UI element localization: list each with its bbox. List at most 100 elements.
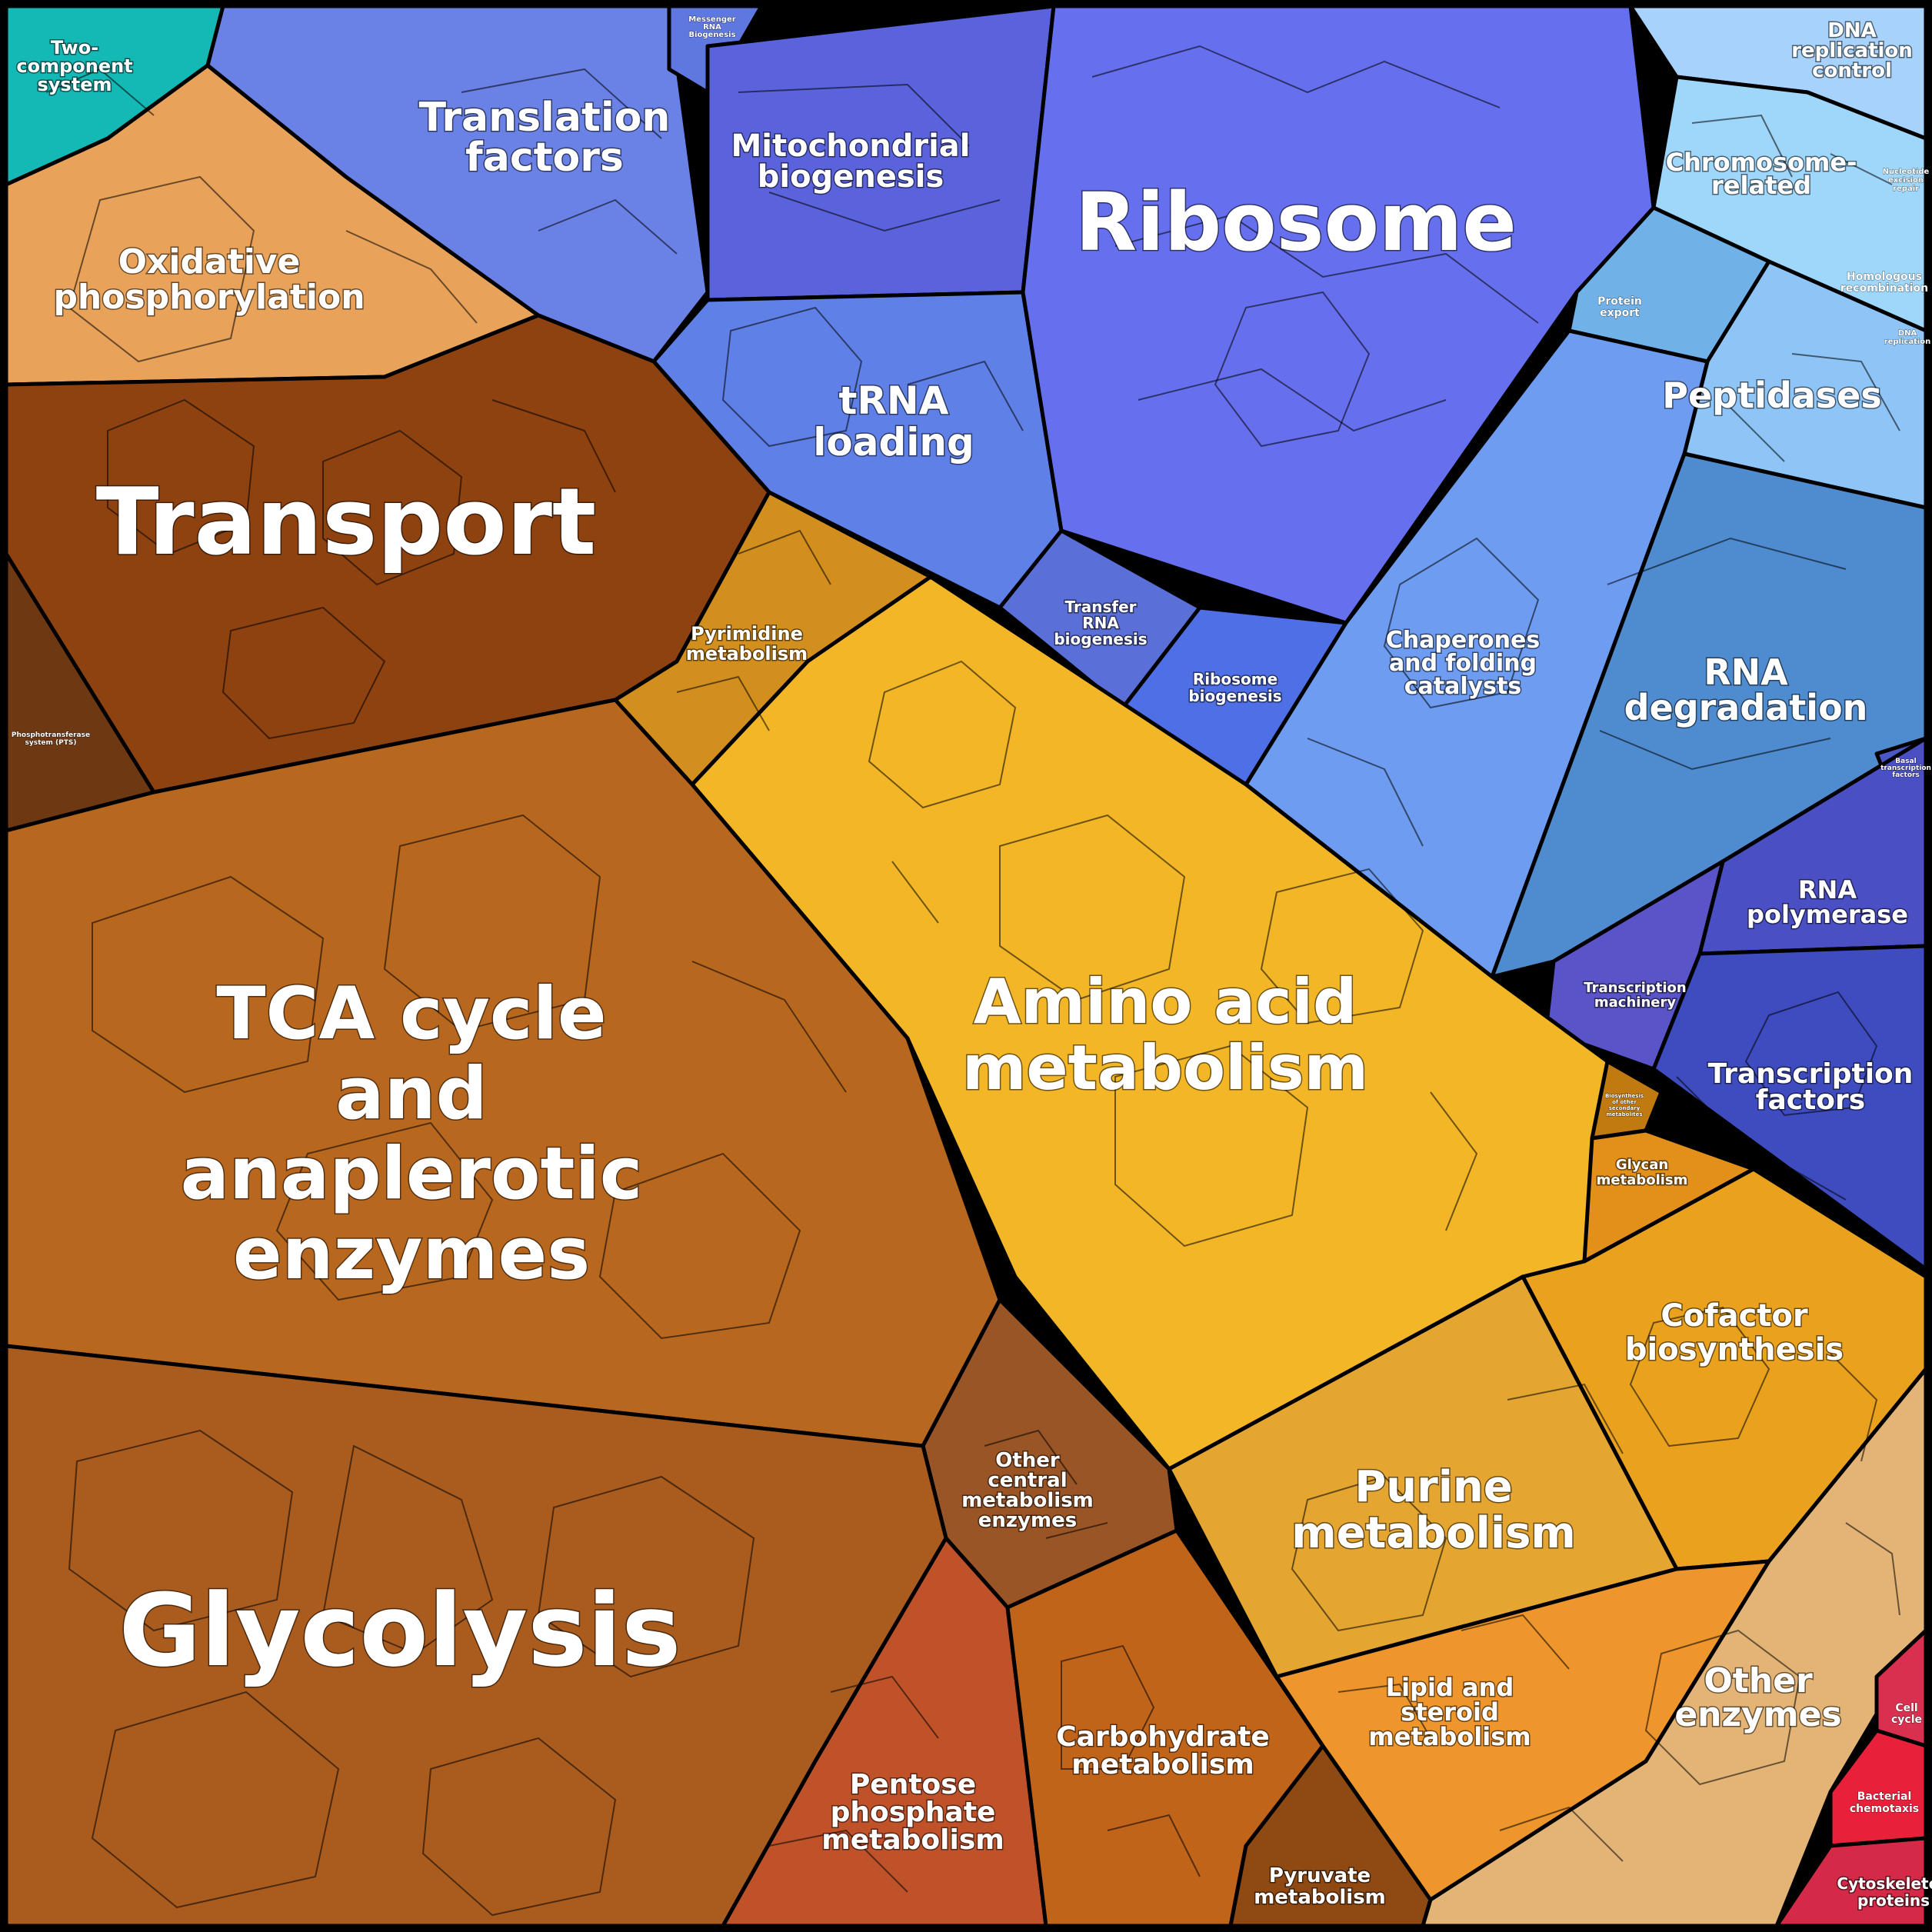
label-mitochondrial-biogenesis: Mitochondrial biogenesis [731, 128, 970, 195]
label-pentose-phosphate-metabolism: Pentose phosphate metabolism [821, 1769, 1004, 1856]
cell-ribosome[interactable] [1021, 4, 1656, 625]
label-line: RNA [1704, 651, 1788, 693]
label-line: Chaperones [1386, 627, 1540, 654]
label-line: Cofactor [1661, 1298, 1808, 1334]
label-line: RNA [1798, 875, 1857, 904]
label-line: Transfer [1064, 598, 1136, 616]
label-line: proteins [1857, 1891, 1930, 1910]
label-trna-loading: tRNA loading [813, 378, 974, 465]
label-ribosome: Ribosome [1075, 175, 1517, 269]
cell-cytoskeleton-proteins[interactable] [1774, 1836, 1928, 1928]
label-line: and [335, 1052, 488, 1136]
label-line: Two- [51, 37, 98, 58]
label-lipid-and-steroid-metabolism: Lipid and steroid metabolism [1368, 1673, 1531, 1751]
label-line: enzymes [1674, 1695, 1841, 1734]
label-line: metabolites [1607, 1111, 1643, 1118]
label-ribosome-biogenesis: Ribosome biogenesis [1188, 670, 1281, 705]
label-line: component [16, 55, 132, 77]
label-line: anaplerotic [181, 1132, 643, 1216]
label-line: metabolism [961, 1489, 1094, 1512]
label-oxidative-phosphorylation: Oxidative phosphorylation [53, 242, 365, 317]
label-line: Biosynthesis [1605, 1093, 1644, 1099]
label-cell-cycle: Cell cycle [1891, 1702, 1922, 1726]
label-line: Transcription [1708, 1058, 1914, 1090]
label-biosynthesis-of-secondary-metabolites: Biosynthesis of other secondary metabolites [1605, 1093, 1644, 1118]
label-line: TCA cycle [216, 972, 606, 1056]
label-line: polymerase [1747, 900, 1908, 929]
label-line: recombination [1840, 282, 1928, 295]
label-line: control [1812, 59, 1892, 82]
label-line: RNA [1082, 614, 1119, 632]
cell-pentose-phosphate-metabolism[interactable] [721, 1536, 1048, 1928]
label-line: Translation [419, 95, 671, 141]
label-line: system [38, 74, 112, 95]
label-basal-transcription-factors: Basal transcription factors [1880, 758, 1931, 779]
label-dna-replication: DNA replication [1884, 329, 1931, 346]
label-line: Glycolysis [119, 1572, 681, 1689]
label-line: tRNA [839, 378, 949, 423]
label-peptidases: Peptidases [1662, 375, 1882, 416]
label-line: Ribosome [1075, 175, 1517, 269]
label-line: Nucleotide [1883, 168, 1930, 176]
label-line: metabolism [821, 1824, 1004, 1856]
label-line: phosphate [831, 1797, 996, 1828]
label-line: DNA [1827, 19, 1876, 42]
label-line: replication [1791, 39, 1913, 62]
label-tca-cycle-and-anaplerotic-enzymes: TCA cycle and anaplerotic enzymes [181, 972, 643, 1296]
label-line: transcription [1880, 764, 1931, 772]
label-chaperones-and-folding-catalysts: Chaperones and folding catalysts [1386, 627, 1540, 700]
label-line: catalysts [1404, 673, 1522, 700]
label-purine-metabolism: Purine metabolism [1291, 1462, 1576, 1558]
label-line: Other [995, 1449, 1060, 1472]
label-pyrimidine-metabolism: Pyrimidine metabolism [686, 623, 808, 665]
label-transfer-rna-biogenesis: Transfer RNA biogenesis [1054, 598, 1147, 648]
cell-transcription-factors[interactable] [1651, 944, 1928, 1271]
label-cytoskeleton-proteins: Cytoskeletonproteins [1837, 1874, 1932, 1910]
label-line: biogenesis [1054, 630, 1147, 648]
label-line: metabolism [686, 643, 808, 665]
label-transcription-factors: Transcription factors [1708, 1058, 1914, 1116]
label-line: Biogenesis [688, 31, 735, 39]
label-line: Basal [1895, 758, 1916, 765]
label-line: metabolism [1254, 1886, 1386, 1909]
label-other-enzymes: Other enzymes [1674, 1661, 1841, 1734]
label-line: loading [813, 420, 974, 465]
label-line: Transcription [1584, 980, 1686, 996]
label-line: Homologous [1847, 271, 1922, 283]
label-line: Peptidases [1662, 375, 1882, 416]
label-amino-acid-metabolism: Amino acid metabolism [962, 966, 1368, 1104]
label-line: machinery [1594, 994, 1676, 1011]
label-line: enzymes [978, 1509, 1077, 1532]
label-line: of other [1612, 1099, 1637, 1105]
label-pyruvate-metabolism: Pyruvate metabolism [1254, 1864, 1386, 1909]
label-glycolysis: Glycolysis [119, 1572, 681, 1689]
label-line: Protein [1597, 295, 1642, 308]
label-line: Ribosome [1193, 670, 1277, 688]
label-line: repair [1893, 185, 1919, 193]
label-homologous-recombination: Homologous recombination [1840, 271, 1928, 295]
label-nucleotide-excision-repair: Nucleotide excision repair [1883, 168, 1930, 193]
label-cofactor-biosynthesis: Cofactor biosynthesis [1625, 1298, 1844, 1367]
label-line: phosphorylation [53, 278, 365, 317]
label-line: Cell [1895, 1702, 1917, 1714]
label-line: Pentose [850, 1769, 976, 1800]
label-rna-degradation: RNA degradation [1624, 651, 1868, 728]
label-line: Transport [96, 469, 597, 576]
label-line: factors [1892, 771, 1920, 779]
label-messenger-rna-biogenesis: Messenger RNA Biogenesis [688, 15, 735, 39]
label-glycan-metabolism: Glycan metabolism [1597, 1157, 1688, 1188]
label-line: chemotaxis [1850, 1803, 1919, 1815]
cell-bacterial-chemotaxis[interactable] [1828, 1728, 1928, 1848]
label-line: Carbohydrate [1056, 1721, 1270, 1753]
label-line: biogenesis [1188, 687, 1281, 705]
label-line: factors [465, 135, 624, 181]
label-line: metabolism [962, 1032, 1368, 1104]
label-line: replication [1884, 338, 1931, 346]
label-carbohydrate-metabolism: Carbohydrate metabolism [1056, 1721, 1270, 1780]
label-line: RNA [703, 23, 721, 32]
label-line: metabolism [1291, 1508, 1576, 1558]
label-line: related [1711, 171, 1811, 200]
label-line: Messenger [688, 15, 735, 24]
label-line: steroid [1401, 1697, 1499, 1727]
